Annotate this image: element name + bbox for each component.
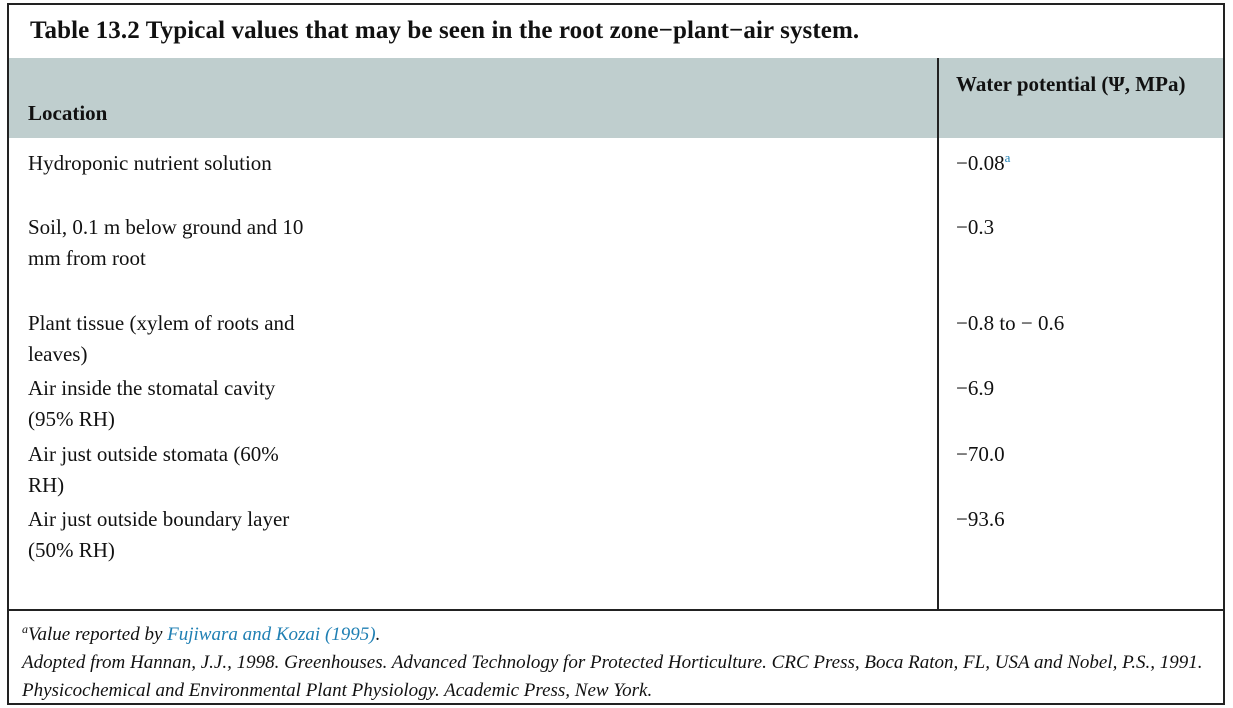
column-divider	[937, 58, 939, 611]
reference-link[interactable]: Fujiwara and Kozai (1995)	[167, 624, 376, 645]
cell-value: −0.8 to − 0.6	[956, 311, 1065, 335]
value-text: −0.08	[956, 151, 1005, 175]
cell-location: Hydroponic nutrient solution	[28, 151, 272, 175]
header-water-potential: Water potential (Ψ, MPa)	[956, 72, 1186, 96]
footnote: aValue reported by Fujiwara and Kozai (1…	[22, 621, 1217, 649]
cell-location: Air just outside stomata (60% RH)	[28, 442, 279, 497]
cell-value: −0.3	[956, 215, 995, 239]
table-frame: Table 13.2 Typical values that may be se…	[7, 3, 1225, 705]
cell-value: −0.08a	[956, 148, 1010, 179]
cell-location: Soil, 0.1 m below ground and 10 mm from …	[28, 215, 304, 270]
source-note: Adopted from Hannan, J.J., 1998. Greenho…	[22, 652, 1203, 701]
table-header: Location Water potential (Ψ, MPa)	[9, 58, 1223, 138]
cell-location: Air just outside boundary layer (50% RH)	[28, 507, 290, 562]
footnote-text: Value reported by	[28, 624, 168, 645]
cell-location: Air inside the stomatal cavity (95% RH)	[28, 376, 276, 431]
footnote-end: .	[375, 624, 381, 645]
footnote-marker[interactable]: a	[1004, 150, 1011, 165]
cell-value: −70.0	[956, 442, 1005, 466]
header-location: Location	[28, 101, 108, 125]
table-title: Table 13.2 Typical values that may be se…	[30, 17, 860, 44]
cell-value: −6.9	[956, 376, 995, 400]
footer-divider	[9, 609, 1223, 611]
table-footer: aValue reported by Fujiwara and Kozai (1…	[22, 621, 1217, 705]
cell-location: Plant tissue (xylem of roots and leaves)	[28, 311, 295, 366]
cell-value: −93.6	[956, 507, 1005, 531]
footnote-marker: a	[22, 622, 28, 636]
